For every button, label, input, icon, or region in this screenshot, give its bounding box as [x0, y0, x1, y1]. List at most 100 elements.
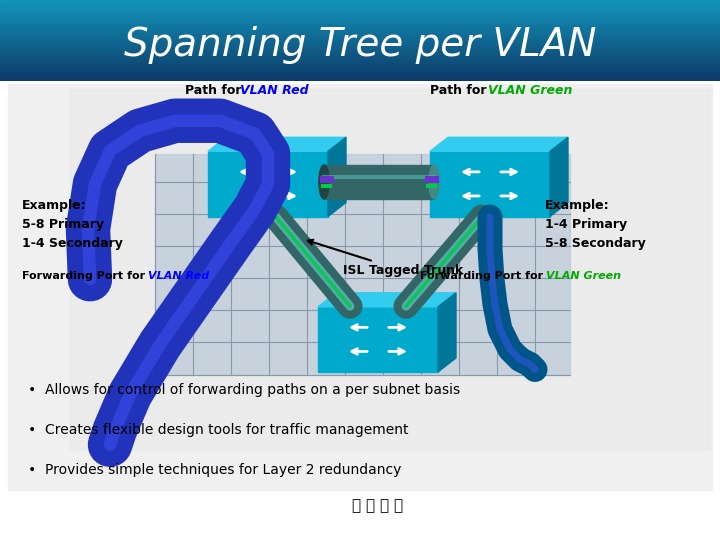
Bar: [0, 36, 720, 37]
Bar: [0, 15, 720, 16]
Bar: [0, 49, 720, 50]
Bar: [0, 4, 720, 5]
Bar: [0, 67, 720, 68]
Bar: [0, 79, 720, 80]
Bar: [0, 72, 720, 73]
Text: ISL Tagged Trunk: ISL Tagged Trunk: [308, 240, 463, 277]
Text: •  Provides simple techniques for Layer 2 redundancy: • Provides simple techniques for Layer 2…: [28, 463, 401, 477]
Text: Path for: Path for: [430, 84, 491, 97]
Bar: [0, 57, 720, 58]
Polygon shape: [550, 137, 568, 217]
Text: •  Allows for control of forwarding paths on a per subnet basis: • Allows for control of forwarding paths…: [28, 382, 460, 396]
Bar: [0, 13, 720, 14]
Text: VLAN Red: VLAN Red: [148, 271, 209, 281]
Bar: [0, 78, 720, 79]
Bar: [0, 3, 720, 4]
Bar: [0, 80, 720, 81]
Text: Path for: Path for: [185, 84, 246, 97]
Bar: [0, 51, 720, 52]
Bar: [0, 21, 720, 22]
Bar: [0, 35, 720, 36]
Bar: [0, 56, 720, 57]
Bar: [0, 26, 720, 27]
Bar: [0, 18, 720, 19]
Bar: [0, 9, 720, 10]
Bar: [0, 10, 720, 11]
Bar: [0, 8, 720, 9]
Bar: [0, 37, 720, 38]
Polygon shape: [318, 293, 456, 307]
Bar: [0, 6, 720, 8]
Polygon shape: [208, 151, 328, 217]
Polygon shape: [208, 137, 346, 151]
Text: Forwarding Port for: Forwarding Port for: [420, 271, 547, 281]
Bar: [0, 43, 720, 44]
Bar: [0, 58, 720, 59]
Bar: [0, 71, 720, 72]
Bar: [0, 42, 720, 43]
Bar: [0, 66, 720, 67]
Text: VLAN Green: VLAN Green: [488, 84, 572, 97]
Bar: [0, 1, 720, 2]
Text: 威 築 電 腦: 威 築 電 腦: [352, 498, 404, 513]
Bar: [0, 64, 720, 65]
Bar: [0, 38, 720, 39]
Polygon shape: [438, 293, 456, 372]
Bar: [0, 2, 720, 3]
Bar: [0, 14, 720, 15]
Bar: [155, 154, 570, 375]
Text: Example:
5-8 Primary
1-4 Secondary: Example: 5-8 Primary 1-4 Secondary: [22, 199, 123, 250]
Bar: [0, 22, 720, 23]
Bar: [0, 29, 720, 30]
Bar: [0, 73, 720, 74]
Bar: [0, 70, 720, 71]
Bar: [0, 28, 720, 29]
Bar: [0, 62, 720, 63]
Bar: [0, 12, 720, 13]
Bar: [0, 39, 720, 40]
Bar: [0, 69, 720, 70]
Bar: [0, 40, 720, 41]
Polygon shape: [430, 151, 550, 217]
Bar: [0, 46, 720, 47]
Bar: [0, 59, 720, 60]
Bar: [0, 0, 720, 1]
Bar: [0, 55, 720, 56]
Bar: [0, 27, 720, 28]
Bar: [0, 41, 720, 42]
Polygon shape: [318, 307, 438, 372]
Polygon shape: [328, 137, 346, 217]
Bar: [0, 23, 720, 24]
Bar: [0, 33, 720, 35]
Bar: [0, 60, 720, 62]
Bar: [0, 76, 720, 77]
Bar: [0, 47, 720, 48]
Bar: [0, 11, 720, 12]
Ellipse shape: [429, 165, 439, 199]
Bar: [0, 54, 720, 55]
Bar: [0, 50, 720, 51]
Bar: [0, 77, 720, 78]
Bar: [8, 84, 712, 490]
Bar: [0, 16, 720, 17]
Bar: [0, 74, 720, 75]
Polygon shape: [430, 137, 568, 151]
Bar: [0, 31, 720, 32]
Bar: [70, 89, 710, 450]
Ellipse shape: [319, 165, 329, 199]
Bar: [0, 19, 720, 20]
Bar: [0, 53, 720, 54]
Bar: [0, 65, 720, 66]
Bar: [0, 44, 720, 45]
Text: Spanning Tree per VLAN: Spanning Tree per VLAN: [124, 25, 596, 64]
Bar: [0, 20, 720, 21]
Bar: [0, 5, 720, 6]
Bar: [0, 30, 720, 31]
Bar: [0, 24, 720, 25]
Text: •  Creates flexible design tools for traffic management: • Creates flexible design tools for traf…: [28, 423, 408, 437]
Bar: [0, 32, 720, 33]
Text: VLAN Green: VLAN Green: [546, 271, 621, 281]
Bar: [0, 55, 720, 56]
Text: Example:
1-4 Primary
5-8 Secondary: Example: 1-4 Primary 5-8 Secondary: [545, 199, 646, 250]
Text: Forwarding Port for: Forwarding Port for: [22, 271, 149, 281]
